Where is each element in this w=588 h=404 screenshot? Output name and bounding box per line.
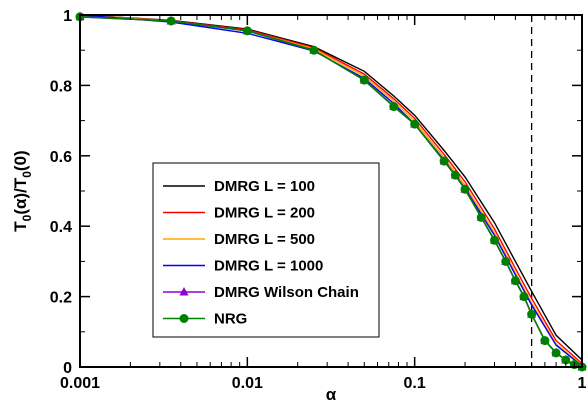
y-label-tail: (0): [11, 150, 30, 171]
y-tick-label: 1: [63, 8, 72, 25]
y-label-sub2: 0: [20, 171, 34, 178]
legend-label-4: DMRG Wilson Chain: [214, 284, 359, 301]
y-axis-label: T0(α)/T0(0): [11, 150, 34, 231]
legend-label-0: DMRG L = 100: [214, 178, 315, 195]
point-5-6: [410, 119, 420, 129]
y-tick-label: 0.6: [50, 149, 72, 166]
point-5-8: [450, 170, 460, 180]
point-5-18: [561, 355, 571, 365]
point-5-2: [242, 26, 252, 36]
axis-ticks: 0.001 0.01 0.1 1 0 0.2 0.4 0.6 0.8 1: [50, 8, 587, 392]
y-tick-label: 0.2: [50, 290, 72, 307]
point-5-4: [359, 75, 369, 85]
point-5-12: [501, 256, 511, 266]
legend-label-5: NRG: [214, 311, 247, 328]
y-label-base: T: [11, 221, 30, 232]
y-label-mid: (α)/T: [11, 177, 30, 214]
x-tick-label: 0.01: [232, 375, 263, 392]
legend-items: DMRG L = 100 DMRG L = 200 DMRG L = 500 DMRG…: [163, 178, 359, 328]
y-tick-label: 0.4: [50, 219, 72, 236]
point-5-5: [389, 102, 399, 112]
point-5-17: [551, 348, 561, 358]
x-tick-label: 0.1: [404, 375, 426, 392]
x-tick-label: 1: [578, 375, 587, 392]
legend-label-3: DMRG L = 1000: [214, 258, 323, 275]
series-line-1: [79, 14, 583, 365]
legend-label-2: DMRG L = 500: [214, 231, 315, 248]
y-tick-label: 0.8: [50, 78, 72, 95]
point-5-7: [439, 156, 449, 166]
point-5-1: [166, 16, 176, 26]
legend-box: [152, 162, 380, 338]
point-5-3: [309, 45, 319, 55]
legend-label-1: DMRG L = 200: [214, 205, 315, 222]
y-tick-label: 0: [63, 360, 72, 377]
legend-marker-4: [179, 287, 189, 296]
point-5-10: [476, 212, 486, 222]
x-tick-label: 0.001: [60, 375, 100, 392]
point-5-13: [510, 276, 520, 286]
point-5-11: [490, 235, 500, 245]
legend: DMRG L = 100 DMRG L = 200 DMRG L = 500 DMRG…: [152, 162, 380, 338]
y-label-sub1: 0: [20, 214, 34, 221]
point-5-15: [527, 309, 537, 319]
point-5-14: [519, 292, 529, 302]
x-axis-label: α: [326, 385, 337, 404]
point-5-9: [460, 184, 470, 194]
point-5-16: [540, 336, 550, 346]
series-line-0: [79, 14, 583, 361]
legend-marker-5: [179, 314, 189, 323]
